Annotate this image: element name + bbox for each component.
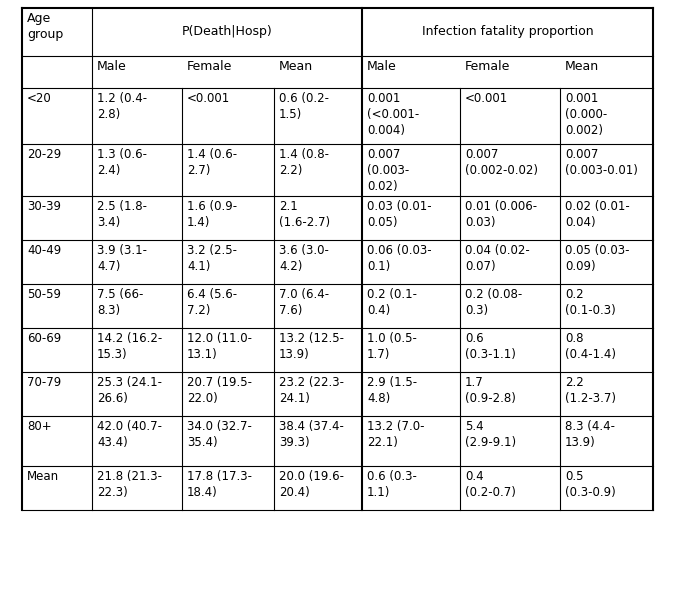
Text: Male: Male xyxy=(97,60,127,73)
Text: 20.7 (19.5-
22.0): 20.7 (19.5- 22.0) xyxy=(187,376,252,405)
Text: 0.6 (0.3-
1.1): 0.6 (0.3- 1.1) xyxy=(367,470,417,499)
Text: 50-59: 50-59 xyxy=(27,288,61,301)
Text: P(Death|Hosp): P(Death|Hosp) xyxy=(182,26,273,38)
Text: 1.0 (0.5-
1.7): 1.0 (0.5- 1.7) xyxy=(367,332,417,361)
Text: 2.9 (1.5-
4.8): 2.9 (1.5- 4.8) xyxy=(367,376,417,405)
Text: 0.04 (0.02-
0.07): 0.04 (0.02- 0.07) xyxy=(465,244,530,273)
Text: 70-79: 70-79 xyxy=(27,376,61,389)
Text: 0.8
(0.4-1.4): 0.8 (0.4-1.4) xyxy=(565,332,616,361)
Text: 34.0 (32.7-
35.4): 34.0 (32.7- 35.4) xyxy=(187,420,252,449)
Text: 2.5 (1.8-
3.4): 2.5 (1.8- 3.4) xyxy=(97,200,147,229)
Text: 2.1
(1.6-2.7): 2.1 (1.6-2.7) xyxy=(279,200,330,229)
Text: 1.4 (0.8-
2.2): 1.4 (0.8- 2.2) xyxy=(279,148,329,177)
Text: 40-49: 40-49 xyxy=(27,244,61,257)
Text: 1.3 (0.6-
2.4): 1.3 (0.6- 2.4) xyxy=(97,148,147,177)
Text: Infection fatality proportion: Infection fatality proportion xyxy=(422,26,593,38)
Text: 20-29: 20-29 xyxy=(27,148,61,161)
Text: 0.6 (0.2-
1.5): 0.6 (0.2- 1.5) xyxy=(279,92,329,121)
Text: 80+: 80+ xyxy=(27,420,51,433)
Text: 14.2 (16.2-
15.3): 14.2 (16.2- 15.3) xyxy=(97,332,162,361)
Text: 0.007
(0.002-0.02): 0.007 (0.002-0.02) xyxy=(465,148,538,177)
Text: 0.03 (0.01-
0.05): 0.03 (0.01- 0.05) xyxy=(367,200,431,229)
Text: Age
group: Age group xyxy=(27,12,63,41)
Text: 0.001
(<0.001-
0.004): 0.001 (<0.001- 0.004) xyxy=(367,92,419,137)
Text: 21.8 (21.3-
22.3): 21.8 (21.3- 22.3) xyxy=(97,470,162,499)
Text: 23.2 (22.3-
24.1): 23.2 (22.3- 24.1) xyxy=(279,376,344,405)
Text: Female: Female xyxy=(187,60,232,73)
Text: 2.2
(1.2-3.7): 2.2 (1.2-3.7) xyxy=(565,376,616,405)
Text: 0.007
(0.003-
0.02): 0.007 (0.003- 0.02) xyxy=(367,148,409,193)
Text: 0.5
(0.3-0.9): 0.5 (0.3-0.9) xyxy=(565,470,616,499)
Text: 17.8 (17.3-
18.4): 17.8 (17.3- 18.4) xyxy=(187,470,252,499)
Text: Mean: Mean xyxy=(27,470,59,483)
Text: 42.0 (40.7-
43.4): 42.0 (40.7- 43.4) xyxy=(97,420,162,449)
Text: Mean: Mean xyxy=(565,60,599,73)
Text: 38.4 (37.4-
39.3): 38.4 (37.4- 39.3) xyxy=(279,420,344,449)
Text: 60-69: 60-69 xyxy=(27,332,61,345)
Text: 5.4
(2.9-9.1): 5.4 (2.9-9.1) xyxy=(465,420,516,449)
Text: 1.4 (0.6-
2.7): 1.4 (0.6- 2.7) xyxy=(187,148,237,177)
Text: 30-39: 30-39 xyxy=(27,200,61,213)
Text: 13.2 (12.5-
13.9): 13.2 (12.5- 13.9) xyxy=(279,332,344,361)
Text: <0.001: <0.001 xyxy=(465,92,508,105)
Text: 8.3 (4.4-
13.9): 8.3 (4.4- 13.9) xyxy=(565,420,615,449)
Text: 13.2 (7.0-
22.1): 13.2 (7.0- 22.1) xyxy=(367,420,425,449)
Text: 0.4
(0.2-0.7): 0.4 (0.2-0.7) xyxy=(465,470,516,499)
Text: Female: Female xyxy=(465,60,510,73)
Text: 12.0 (11.0-
13.1): 12.0 (11.0- 13.1) xyxy=(187,332,252,361)
Text: 0.007
(0.003-0.01): 0.007 (0.003-0.01) xyxy=(565,148,638,177)
Text: 0.02 (0.01-
0.04): 0.02 (0.01- 0.04) xyxy=(565,200,630,229)
Text: <0.001: <0.001 xyxy=(187,92,230,105)
Text: 0.05 (0.03-
0.09): 0.05 (0.03- 0.09) xyxy=(565,244,630,273)
Text: 0.2
(0.1-0.3): 0.2 (0.1-0.3) xyxy=(565,288,616,317)
Text: 6.4 (5.6-
7.2): 6.4 (5.6- 7.2) xyxy=(187,288,237,317)
Text: 0.06 (0.03-
0.1): 0.06 (0.03- 0.1) xyxy=(367,244,431,273)
Text: 0.001
(0.000-
0.002): 0.001 (0.000- 0.002) xyxy=(565,92,608,137)
Text: 0.2 (0.08-
0.3): 0.2 (0.08- 0.3) xyxy=(465,288,522,317)
Text: 0.01 (0.006-
0.03): 0.01 (0.006- 0.03) xyxy=(465,200,537,229)
Text: 1.6 (0.9-
1.4): 1.6 (0.9- 1.4) xyxy=(187,200,237,229)
Text: 0.2 (0.1-
0.4): 0.2 (0.1- 0.4) xyxy=(367,288,417,317)
Text: 0.6
(0.3-1.1): 0.6 (0.3-1.1) xyxy=(465,332,516,361)
Text: 7.0 (6.4-
7.6): 7.0 (6.4- 7.6) xyxy=(279,288,329,317)
Text: 3.6 (3.0-
4.2): 3.6 (3.0- 4.2) xyxy=(279,244,329,273)
Text: 1.2 (0.4-
2.8): 1.2 (0.4- 2.8) xyxy=(97,92,147,121)
Text: 1.7
(0.9-2.8): 1.7 (0.9-2.8) xyxy=(465,376,516,405)
Text: 25.3 (24.1-
26.6): 25.3 (24.1- 26.6) xyxy=(97,376,162,405)
Text: 20.0 (19.6-
20.4): 20.0 (19.6- 20.4) xyxy=(279,470,344,499)
Text: <20: <20 xyxy=(27,92,52,105)
Text: 7.5 (66-
8.3): 7.5 (66- 8.3) xyxy=(97,288,143,317)
Text: 3.9 (3.1-
4.7): 3.9 (3.1- 4.7) xyxy=(97,244,147,273)
Text: Mean: Mean xyxy=(279,60,313,73)
Text: 3.2 (2.5-
4.1): 3.2 (2.5- 4.1) xyxy=(187,244,237,273)
Text: Male: Male xyxy=(367,60,397,73)
